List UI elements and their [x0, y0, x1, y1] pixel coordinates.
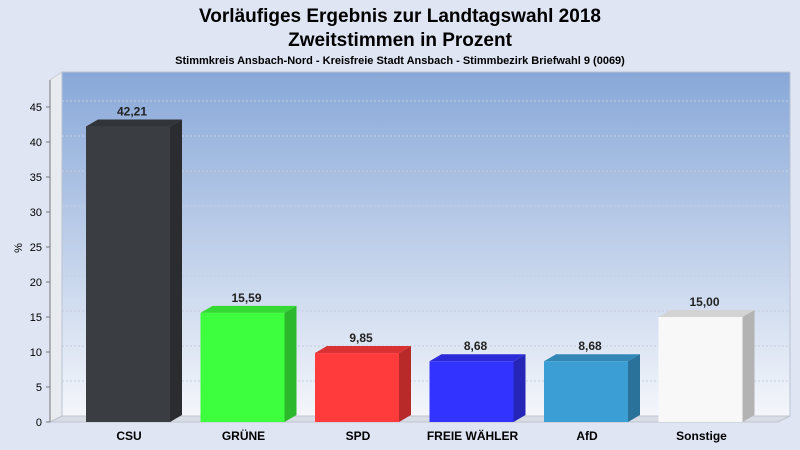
bar-afd — [544, 354, 640, 422]
bar-grüne — [200, 305, 297, 422]
y-tick-label: 20 — [30, 277, 42, 289]
bar-front — [315, 353, 399, 422]
y-tick-label: 0 — [36, 417, 42, 429]
y-tick-label: 40 — [30, 137, 42, 149]
bar-top — [200, 305, 297, 313]
bar-spd — [315, 346, 411, 422]
bar-top — [315, 346, 411, 354]
y-tick-label: 30 — [30, 207, 42, 219]
bar-top — [658, 310, 755, 317]
category-label: GRÜNE — [222, 428, 265, 443]
value-label: 15,59 — [231, 291, 261, 305]
bar-front — [200, 312, 285, 422]
value-labels: 42,21 15,59 9,85 8,68 8,68 15,00 — [117, 105, 720, 354]
chart-caption: Stimmkreis Ansbach-Nord - Kreisfreie Sta… — [175, 55, 625, 67]
y-tick-label: 10 — [30, 347, 42, 359]
y-tick-label: 15 — [30, 312, 42, 324]
y-tick-label: 45 — [30, 102, 42, 114]
value-label: 8,68 — [464, 339, 488, 353]
bar-csu — [86, 119, 182, 422]
category-label: CSU — [116, 429, 141, 443]
bar-side — [628, 354, 640, 422]
bar-side — [513, 354, 526, 422]
bar-side — [170, 119, 182, 422]
y-tick-label: 5 — [36, 382, 42, 394]
bar-front — [544, 361, 628, 422]
bar-sonstige — [658, 310, 755, 422]
value-label: 8,68 — [578, 339, 602, 353]
bar-top — [86, 119, 182, 127]
bar-front — [658, 317, 743, 422]
chart-title: Vorläufiges Ergebnis zur Landtagswahl 20… — [199, 6, 601, 27]
value-label: 9,85 — [349, 331, 373, 345]
bar-side — [742, 310, 755, 422]
chart-subtitle: Zweitstimmen in Prozent — [288, 30, 512, 51]
y-tick-label: 25 — [30, 242, 42, 254]
category-label: SPD — [346, 429, 371, 443]
bar-front — [86, 126, 170, 422]
grid-lines — [62, 100, 790, 382]
category-labels: CSU GRÜNE SPD FREIE WÄHLER AfD Sonstige — [116, 428, 727, 443]
category-label: AfD — [576, 429, 598, 443]
bar-top — [429, 354, 526, 362]
bar-freie-wähler — [429, 354, 526, 422]
y-axis: 0 5 10 15 20 25 30 35 40 45 — [30, 80, 51, 429]
bar-side — [399, 346, 411, 422]
y-axis-label: % — [13, 243, 25, 253]
plot-left-wall — [49, 71, 63, 423]
category-label: FREIE WÄHLER — [427, 428, 519, 443]
value-label: 42,21 — [117, 105, 147, 119]
y-tick-label: 35 — [30, 172, 42, 184]
value-label: 15,00 — [689, 295, 719, 309]
bars — [86, 119, 755, 422]
category-label: Sonstige — [676, 429, 727, 443]
bar-side — [284, 305, 297, 422]
bar-front — [429, 361, 514, 422]
bar-top — [544, 354, 640, 362]
